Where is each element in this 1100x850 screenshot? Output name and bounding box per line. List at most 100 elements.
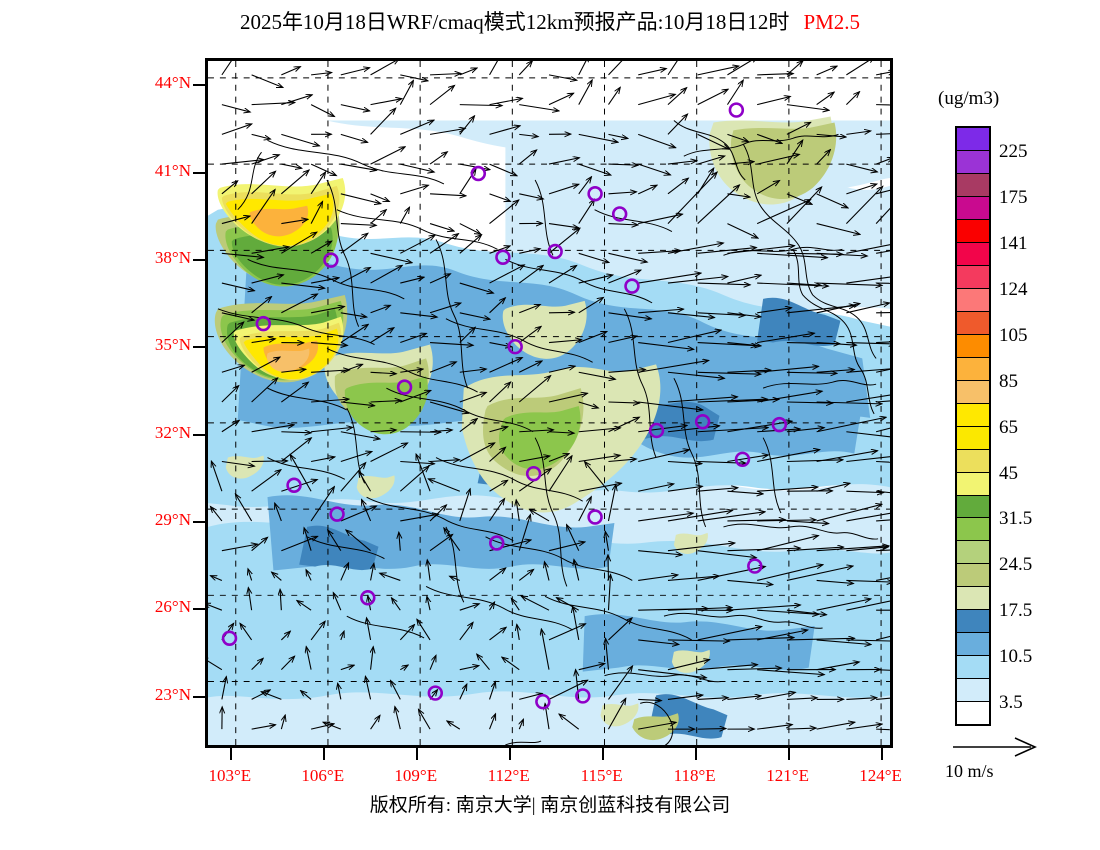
station-marker[interactable] — [255, 315, 272, 332]
station-marker[interactable] — [587, 186, 603, 202]
station-marker[interactable] — [575, 688, 591, 704]
colorbar-cell-20[interactable]: 17.5 — [957, 587, 1032, 621]
colorbar-cell-3[interactable] — [957, 196, 989, 220]
wind-vector — [251, 189, 275, 224]
station-marker[interactable] — [470, 165, 487, 182]
wind-vector — [310, 104, 334, 117]
station-marker[interactable] — [547, 243, 563, 260]
colorbar-cell-22[interactable]: 10.5 — [957, 633, 1032, 667]
colorbar-tick-141: 141 — [999, 232, 1028, 254]
station-marker[interactable] — [728, 102, 745, 118]
wind-vector — [846, 61, 874, 76]
colorbar-cell-10[interactable]: 85 — [957, 357, 1018, 391]
wind-vector — [638, 309, 683, 314]
wind-vector — [697, 66, 739, 76]
wind-vector — [427, 560, 430, 581]
wind-vector — [310, 278, 339, 284]
station-marker-layer[interactable] — [221, 102, 788, 710]
station-marker[interactable] — [507, 338, 523, 355]
colorbar-cell-16[interactable]: 31.5 — [957, 495, 1032, 529]
lon-tick-121°E — [787, 748, 790, 760]
colorbar-cell-21[interactable] — [957, 610, 989, 634]
colorbar-cell-6[interactable]: 124 — [957, 265, 1028, 300]
wind-vector — [608, 269, 640, 284]
wind-vector — [221, 365, 245, 373]
colorbar-cell-7[interactable] — [957, 288, 989, 312]
station-marker[interactable] — [323, 252, 339, 268]
wind-vector — [418, 709, 431, 730]
map-plot-area[interactable] — [205, 58, 893, 748]
station-marker[interactable] — [734, 451, 751, 468]
colorbar-cell-17[interactable] — [957, 518, 989, 542]
station-marker[interactable] — [329, 506, 345, 522]
colorbar-cell-19[interactable] — [957, 564, 989, 588]
wind-vector — [876, 341, 890, 344]
wind-reference-arrow-icon — [953, 737, 1037, 757]
station-marker[interactable] — [611, 206, 628, 222]
wind-vector — [816, 599, 871, 611]
wind-vector — [786, 122, 811, 135]
colorbar-cell-4[interactable]: 141 — [957, 219, 1028, 254]
colorbar-cell-5[interactable] — [957, 242, 989, 266]
station-marker[interactable] — [771, 416, 788, 433]
colorbar-cell-25[interactable] — [957, 702, 989, 725]
station-marker[interactable] — [286, 477, 302, 494]
lat-label-35°N: 35°N — [154, 335, 191, 355]
station-marker[interactable] — [587, 509, 603, 525]
station-marker[interactable] — [427, 685, 444, 701]
station-marker[interactable] — [525, 465, 542, 482]
colorbar-cell-0[interactable]: 225 — [957, 128, 1028, 162]
colorbar-cell-18[interactable]: 24.5 — [957, 541, 1032, 575]
wind-vector — [444, 528, 461, 552]
wind-vector — [846, 343, 890, 344]
colorbar-tick-31.5: 31.5 — [999, 508, 1033, 530]
wind-vector — [459, 604, 480, 611]
wind-vector — [281, 163, 301, 168]
wind-vector — [340, 133, 368, 142]
colorbar-cell-8[interactable]: 105 — [957, 311, 1028, 345]
station-marker[interactable] — [624, 278, 640, 294]
colorbar-cell-23[interactable] — [957, 656, 989, 680]
station-marker[interactable] — [535, 693, 551, 710]
colorbar-cell-12[interactable]: 65 — [957, 403, 1018, 437]
wind-vector — [697, 399, 768, 403]
wind-vector — [280, 631, 290, 641]
wind-vector — [459, 105, 502, 106]
wind-vector — [251, 171, 276, 195]
wind-vector — [304, 528, 312, 551]
colorbar-cell-24[interactable]: 3.5 — [957, 679, 1023, 713]
station-marker[interactable] — [495, 249, 511, 266]
wind-vector — [608, 698, 625, 730]
wind-vector — [756, 200, 811, 225]
colorbar-cell-13[interactable] — [957, 426, 989, 450]
wind-vector — [697, 248, 757, 254]
lat-label-23°N: 23°N — [154, 684, 191, 704]
colorbar-tick-225: 225 — [999, 140, 1028, 162]
station-marker[interactable] — [648, 422, 665, 439]
wind-vector — [447, 721, 461, 730]
wind-vector — [567, 525, 580, 551]
station-marker[interactable] — [694, 414, 711, 430]
wind-vector — [667, 695, 703, 700]
station-marker[interactable] — [489, 535, 505, 551]
wind-vector — [251, 425, 295, 433]
station-marker[interactable] — [396, 379, 413, 395]
colorbar-cell-9[interactable] — [957, 334, 989, 358]
colorbar-cell-1[interactable] — [957, 150, 989, 174]
wind-vector — [311, 427, 353, 433]
axis-tick-layer: 44°N 41°N 38°N 35°N 32°N 29°N 26°N 23°N 103°E 10… — [155, 58, 902, 785]
colorbar[interactable]: 225 175 141 124 105 85 65 45 31.5 24.5 17.5 10.5 3.5 — [955, 126, 1032, 726]
station-marker[interactable] — [747, 558, 763, 574]
colorbar-cell-15[interactable] — [957, 472, 989, 496]
wind-vector — [876, 311, 890, 314]
station-marker[interactable] — [221, 630, 238, 646]
wind-vector — [757, 725, 792, 730]
station-marker[interactable] — [360, 590, 376, 606]
colorbar-cell-11[interactable] — [957, 380, 989, 404]
colorbar-cell-2[interactable]: 175 — [957, 173, 1028, 208]
lat-tick-35°N — [193, 346, 205, 349]
wind-vector — [489, 382, 511, 403]
wind-vector — [519, 456, 550, 463]
wind-vector — [757, 609, 819, 614]
colorbar-cell-14[interactable]: 45 — [957, 449, 1018, 483]
